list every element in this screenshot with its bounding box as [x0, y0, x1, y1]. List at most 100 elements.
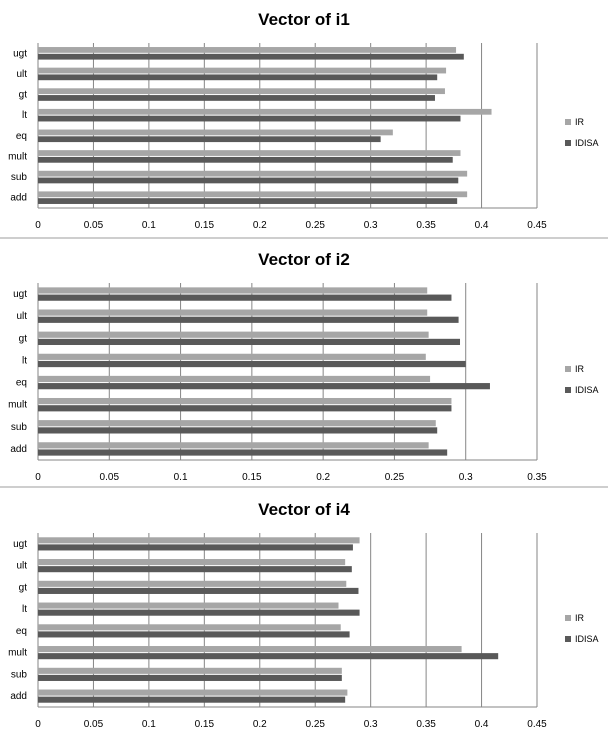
legend-swatch	[565, 615, 571, 621]
x-tick-label: 0.25	[305, 719, 325, 730]
category-label: ugt	[13, 539, 27, 550]
bar-idisa-ugt	[38, 294, 452, 301]
bar-ir-add	[38, 191, 468, 198]
category-label: sub	[11, 172, 28, 183]
legend-swatch	[565, 140, 571, 146]
bar-idisa-sub	[38, 177, 459, 184]
bar-ir-sub	[38, 667, 342, 674]
bar-ir-mult	[38, 397, 452, 405]
bar-ir-lt	[38, 108, 492, 115]
bar-ir-eq	[38, 624, 341, 631]
category-label: lt	[22, 355, 27, 366]
bar-idisa-ult	[38, 566, 352, 573]
bar-idisa-add	[38, 449, 448, 456]
legend-swatch	[565, 366, 571, 372]
bar-idisa-sub	[38, 674, 342, 681]
category-label: ugt	[13, 289, 27, 300]
legend-swatch	[565, 119, 571, 125]
category-label: lt	[22, 110, 27, 121]
legend-label: IR	[575, 117, 585, 127]
category-label: ugt	[13, 48, 27, 59]
category-label: eq	[16, 378, 27, 389]
x-tick-label: 0.25	[305, 220, 325, 231]
bar-idisa-eq	[38, 136, 381, 143]
category-label: mult	[8, 400, 27, 411]
legend-swatch	[565, 636, 571, 642]
bar-ir-add	[38, 689, 348, 696]
x-tick-label: 0.45	[527, 719, 547, 730]
category-label: add	[10, 193, 27, 204]
category-label: eq	[16, 131, 27, 142]
bar-ir-gt	[38, 88, 445, 95]
x-tick-label: 0.2	[253, 220, 267, 231]
bar-ir-gt	[38, 580, 347, 587]
bar-idisa-add	[38, 198, 458, 204]
category-label: mult	[8, 151, 27, 162]
category-label: mult	[8, 648, 27, 659]
legend-label: IDISA	[575, 634, 599, 644]
legend-label: IR	[575, 364, 585, 374]
bar-idisa-mult	[38, 156, 453, 163]
chart-title: Vector of i2	[258, 250, 350, 269]
category-label: eq	[16, 626, 27, 637]
x-tick-label: 0.1	[142, 220, 156, 231]
x-tick-label: 0.15	[195, 220, 215, 231]
bar-idisa-lt	[38, 609, 360, 616]
bar-ir-eq	[38, 375, 431, 383]
bar-idisa-lt	[38, 115, 461, 122]
x-tick-label: 0.4	[475, 719, 489, 730]
bar-idisa-eq	[38, 631, 350, 638]
chart-3: Vector of i4 0 0.05 0.1 0.15 0.2 0.25 0.3 0.35 0.…	[8, 500, 598, 730]
category-label: ult	[16, 561, 27, 572]
category-label: gt	[19, 90, 28, 101]
category-label: ult	[16, 311, 27, 322]
x-tick-label: 0.35	[416, 719, 436, 730]
category-label: add	[10, 444, 27, 455]
bar-ir-sub	[38, 420, 436, 427]
bar-ir-eq	[38, 129, 393, 136]
bar-idisa-ugt	[38, 544, 353, 551]
bar-ir-gt	[38, 331, 429, 338]
category-label: sub	[11, 669, 28, 680]
bar-ir-ugt	[38, 287, 428, 294]
x-tick-label: 0.1	[174, 472, 188, 483]
category-label: lt	[22, 604, 27, 615]
bar-idisa-gt	[38, 587, 359, 594]
x-tick-label: 0.4	[475, 220, 489, 231]
x-tick-label: 0.05	[84, 719, 104, 730]
bar-idisa-ult	[38, 316, 459, 323]
x-tick-label: 0.2	[316, 472, 330, 483]
category-label: gt	[19, 333, 28, 344]
x-tick-label: 0.3	[364, 220, 378, 231]
legend-label: IR	[575, 613, 585, 623]
chart-title: Vector of i4	[258, 500, 350, 519]
bar-ir-ugt	[38, 537, 360, 544]
bar-idisa-ugt	[38, 53, 464, 60]
x-tick-label: 0.15	[242, 472, 262, 483]
bar-idisa-mult	[38, 405, 452, 412]
bar-idisa-gt	[38, 338, 461, 346]
legend-swatch	[565, 387, 571, 393]
bar-idisa-gt	[38, 95, 435, 101]
bar-ir-mult	[38, 150, 461, 156]
bar-ir-lt	[38, 602, 339, 609]
x-tick-label: 0.45	[527, 220, 547, 231]
category-label: ult	[16, 69, 27, 80]
chart-title: Vector of i1	[258, 10, 350, 29]
bar-idisa-add	[38, 696, 346, 703]
x-tick-label: 0.3	[364, 719, 378, 730]
x-tick-label: 0	[35, 719, 41, 730]
x-tick-label: 0.3	[459, 472, 473, 483]
bar-ir-lt	[38, 353, 426, 360]
bar-ir-ult	[38, 309, 428, 316]
x-tick-label: 0.05	[84, 220, 104, 231]
x-tick-label: 0.2	[253, 719, 267, 730]
x-tick-label: 0	[35, 220, 41, 231]
x-tick-label: 0.35	[416, 220, 436, 231]
category-label: gt	[19, 582, 28, 593]
category-label: add	[10, 691, 27, 702]
x-tick-label: 0.25	[385, 472, 405, 483]
bar-idisa-lt	[38, 360, 466, 368]
